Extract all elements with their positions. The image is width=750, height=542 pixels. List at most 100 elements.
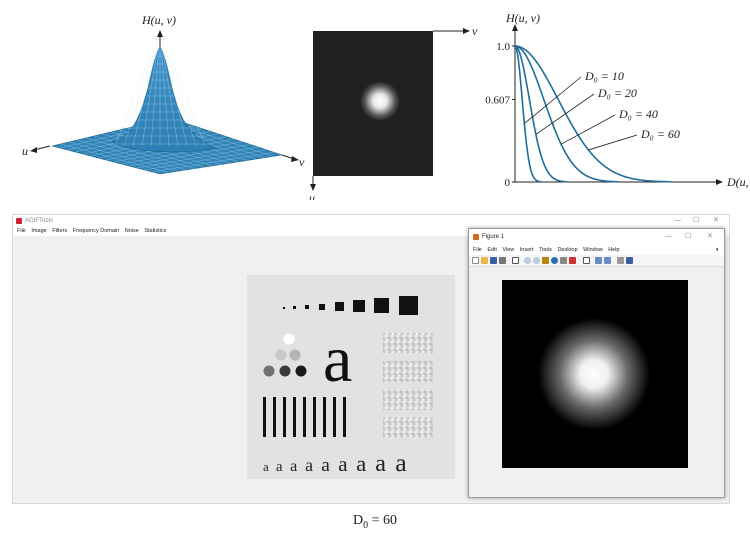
figure-maximize-button[interactable]: ☐	[685, 233, 692, 240]
circle-light-1	[275, 349, 287, 361]
v-axis-label: v	[299, 155, 305, 169]
caption-subscript: 0	[363, 519, 369, 531]
legend-leader-line	[588, 134, 638, 151]
rotate-icon[interactable]	[551, 257, 558, 264]
chart-legend-labels: D₀ = 10 D₀ = 20 D₀ = 40 D₀ = 60	[524, 69, 680, 151]
vertical-bar	[293, 397, 296, 437]
peak-mesh-line	[165, 49, 197, 147]
minimize-button[interactable]: —	[674, 217, 681, 224]
circle-light-2	[289, 349, 301, 361]
pan-hand-icon[interactable]	[542, 257, 549, 264]
noise-rect-2	[383, 361, 433, 382]
v-axis-arrow	[291, 156, 299, 162]
figure-minimize-button[interactable]: —	[665, 233, 672, 240]
show-plot-tools-icon[interactable]	[626, 257, 633, 264]
x-axis-label: D(u, v)	[726, 175, 750, 189]
figure-close-button[interactable]: ✕	[707, 233, 713, 240]
glyph-row-a: a	[263, 459, 269, 474]
legend-leader-line	[524, 76, 582, 124]
figure-toolbar	[469, 255, 724, 267]
series-line-20	[514, 45, 567, 183]
legend-label-40: D₀ = 40	[618, 107, 658, 121]
glyph-row-a: a	[321, 455, 330, 476]
maximize-button[interactable]: ☐	[693, 217, 700, 224]
square-7	[374, 298, 389, 313]
peak-mesh-line	[167, 49, 206, 147]
print-icon[interactable]	[499, 257, 506, 264]
mesh-line	[136, 146, 259, 169]
legend-label-10: D₀ = 10	[584, 69, 624, 83]
menu-filters[interactable]: Filters	[52, 228, 68, 234]
fig-menu-edit[interactable]: Edit	[487, 247, 497, 253]
legend-label-60: D₀ = 60	[640, 127, 680, 141]
figure-window: Figure 1 — ☐ ✕ File Edit View Insert Too…	[468, 228, 725, 498]
series-line-10	[514, 45, 542, 183]
vertical-bar	[333, 397, 336, 437]
legend-leader-line	[535, 93, 595, 135]
peak-mesh-line	[162, 49, 179, 147]
save-icon[interactable]	[490, 257, 497, 264]
menu-image[interactable]: Image	[31, 228, 47, 234]
zoom-out-icon[interactable]	[533, 257, 540, 264]
menu-file[interactable]: File	[17, 228, 26, 234]
circle-mid-1	[263, 365, 275, 377]
colorbar-icon[interactable]	[595, 257, 602, 264]
fig-menu-window[interactable]: Window	[583, 247, 603, 253]
close-button[interactable]: ✕	[713, 217, 719, 224]
u-axis-label: u	[309, 191, 315, 200]
glyph-row-a: a	[338, 452, 348, 476]
fig-menu-help[interactable]: Help	[608, 247, 620, 253]
y-tick-label: 0.607	[485, 94, 510, 106]
glyph-row-a: a	[276, 459, 283, 475]
figure-title-bar[interactable]: Figure 1 — ☐ ✕	[469, 229, 724, 245]
peak-mesh-line	[161, 49, 170, 147]
brush-icon[interactable]	[569, 257, 576, 264]
noise-rect-4	[383, 417, 433, 438]
caption-suffix: = 60	[368, 513, 398, 528]
gaussian-surface-plot: H(u, v) u v	[20, 8, 305, 198]
legend-icon[interactable]	[604, 257, 611, 264]
glyph-row-a: a	[395, 448, 407, 477]
main-title-bar[interactable]: AGIFTools — ☐ ✕	[13, 215, 729, 227]
menu-statistics[interactable]: Statistics	[144, 228, 167, 234]
vertical-bars	[263, 397, 346, 437]
vertical-bar	[303, 397, 306, 437]
chart-axes: 1.0 0.607 0 H(u, v) D(u, v)	[485, 11, 750, 189]
figure-icon	[473, 234, 479, 240]
menu-overflow-icon[interactable]: ▾	[716, 247, 719, 253]
zoom-in-icon[interactable]	[524, 257, 531, 264]
figure-plot-svg	[502, 280, 688, 468]
link-plot-icon[interactable]	[583, 257, 590, 264]
peak-mesh-line	[123, 49, 155, 147]
figure-window-title: Figure 1	[482, 234, 505, 240]
vertical-bar	[323, 397, 326, 437]
series-line-60	[514, 45, 671, 183]
fig-menu-file[interactable]: File	[473, 247, 482, 253]
menu-frequency-domain[interactable]: Frequency Domain	[72, 228, 120, 234]
hide-plot-tools-icon[interactable]	[617, 257, 624, 264]
open-file-icon[interactable]	[481, 257, 488, 264]
circle-white	[283, 333, 295, 345]
fig-menu-desktop[interactable]: Desktop	[557, 247, 578, 253]
fig-menu-view[interactable]: View	[502, 247, 515, 253]
fig-menu-insert[interactable]: Insert	[519, 247, 534, 253]
new-figure-icon[interactable]	[472, 257, 479, 264]
glyph-big-a: a	[323, 323, 352, 396]
main-window-title: AGIFTools	[25, 218, 54, 224]
chart-series	[514, 45, 671, 183]
y-tick-label: 1.0	[496, 41, 510, 53]
data-cursor-icon[interactable]	[560, 257, 567, 264]
fig-menu-tools[interactable]: Tools	[539, 247, 552, 253]
vertical-bar	[313, 397, 316, 437]
vertical-bar	[273, 397, 276, 437]
surface-peak-mesh	[109, 49, 211, 147]
u-axis-arrow	[30, 147, 37, 153]
vertical-bar	[263, 397, 266, 437]
menu-noise[interactable]: Noise	[124, 228, 139, 234]
u-axis-label: u	[22, 144, 28, 158]
select-arrow-icon[interactable]	[512, 257, 519, 264]
v-axis-arrow	[463, 28, 470, 34]
